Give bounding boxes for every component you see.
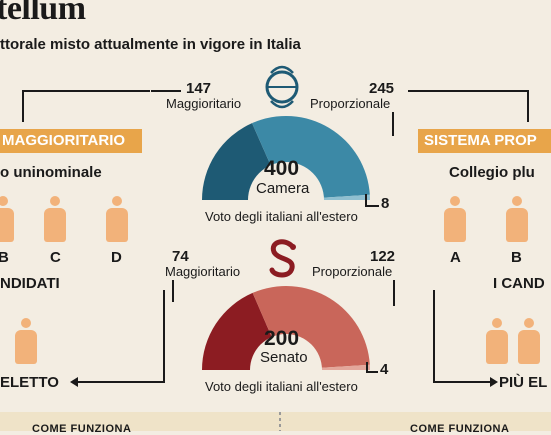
candidate-letter-b: B: [0, 249, 9, 266]
candidate-c-person-icon: [44, 196, 66, 242]
footer-divider: [279, 412, 281, 431]
camera-maggioritario-count: 147: [186, 80, 212, 97]
candidate-b-person-icon: [0, 196, 14, 242]
eletto-arrow-v: [163, 290, 165, 383]
page-title: tellum: [0, 0, 86, 27]
camera-total: 400: [264, 157, 300, 180]
camera-semicircle-chart: [202, 116, 370, 200]
camera-proporzionale-count: 245: [369, 80, 395, 97]
left-connector-h: [22, 90, 150, 92]
camera-right-pointer-v: [527, 90, 529, 122]
footer-bar: [0, 412, 551, 431]
candidati-label: NDIDATI: [0, 275, 60, 292]
banner-maggioritario-label: MAGGIORITARIO: [2, 132, 126, 149]
camera-estero-count: 8: [381, 195, 390, 212]
senato-prop-pointer: [393, 280, 395, 306]
senato-maggioritario-count: 74: [172, 248, 189, 265]
senato-maggioritario-label: Maggioritario: [165, 264, 241, 279]
camera-emblem-icon: [265, 65, 299, 109]
banner-sistema-proporzionale: SISTEMA PROP: [418, 129, 551, 153]
eletto-label: ELETTO: [0, 374, 59, 391]
senato-proporzionale-count: 122: [370, 248, 396, 265]
eletto-arrow-line: [74, 381, 164, 383]
camera-proporzionale-label: Proporzionale: [310, 96, 391, 111]
arrow-left-icon: [70, 377, 78, 387]
senato-proporzionale-label: Proporzionale: [312, 264, 393, 279]
camera-right-pointer-h: [408, 90, 528, 92]
camera-left-pointer: [151, 90, 181, 92]
camera-maggioritario-label: Maggioritario: [166, 96, 242, 111]
camera-prop-pointer: [392, 112, 394, 136]
footer-right-heading: COME FUNZIONA: [410, 423, 510, 435]
senato-estero-label: Voto degli italiani all'estero: [205, 379, 358, 394]
candidati-right-label: I CAND: [493, 275, 545, 292]
page-subtitle: ttorale misto attualmente in vigore in I…: [0, 36, 301, 53]
senato-semicircle-chart: [202, 286, 370, 370]
elected-person-icon: [15, 318, 37, 364]
elected-right-person-icon-2: [518, 318, 540, 364]
camera-name: Camera: [256, 180, 310, 197]
camera-estero-pointer: [365, 194, 367, 206]
senato-emblem-icon: [269, 239, 296, 278]
senato-estero-pointer: [366, 362, 368, 372]
senato-name: Senato: [260, 349, 308, 366]
candidate-letter-c: C: [50, 249, 61, 266]
elected-right-person-icon-1: [486, 318, 508, 364]
collegio-plurinominale: Collegio plu: [449, 164, 535, 181]
senato-estero-pointer-h: [366, 371, 378, 373]
camera-estero-pointer-h: [365, 205, 379, 207]
senato-magg-pointer: [172, 280, 174, 302]
eletti-arrow-line: [433, 381, 491, 383]
banner-maggioritario: MAGGIORITARIO: [0, 129, 142, 153]
arrow-right-icon: [490, 377, 498, 387]
collegio-uninominale: o uninominale: [0, 164, 102, 181]
banner-sistema-label: SISTEMA PROP: [424, 132, 537, 149]
camera-estero-label: Voto degli italiani all'estero: [205, 209, 358, 224]
candidate-b-right-person-icon: [506, 196, 528, 242]
senato-total: 200: [264, 327, 300, 350]
candidate-letter-a: A: [450, 249, 461, 266]
eletti-right-label: PIÙ EL: [499, 374, 548, 391]
candidate-d-person-icon: [106, 196, 128, 242]
candidate-letter-b-right: B: [511, 249, 522, 266]
footer-left-heading: COME FUNZIONA: [32, 423, 132, 435]
candidate-letter-d: D: [111, 249, 122, 266]
left-connector-v: [22, 90, 24, 122]
candidate-a-person-icon: [444, 196, 466, 242]
eletti-arrow-v: [433, 290, 435, 383]
senato-estero-count: 4: [380, 361, 389, 378]
